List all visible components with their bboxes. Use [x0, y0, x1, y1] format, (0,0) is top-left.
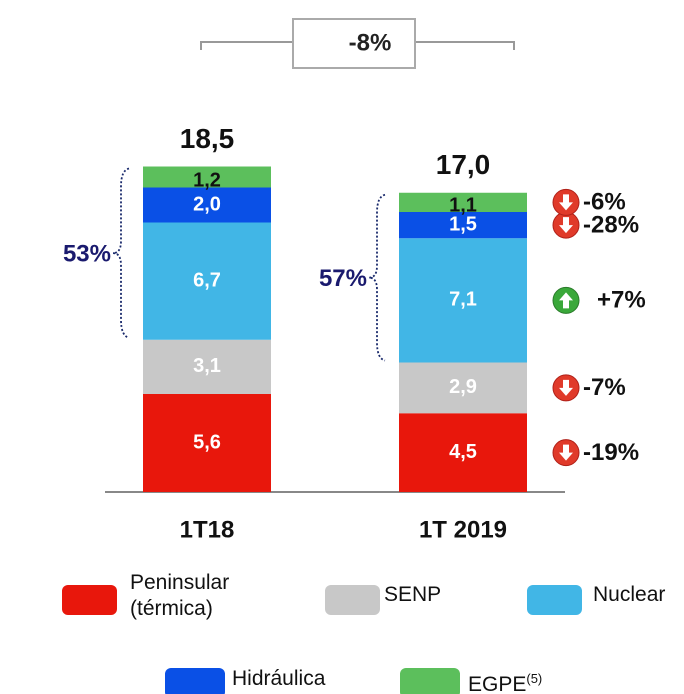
legend-entry: EGPE(5): [468, 666, 618, 694]
total-change-box: [292, 18, 416, 69]
bar-segment: [143, 166, 271, 188]
value-label: 5,6: [193, 431, 221, 453]
bar-segment: [143, 339, 271, 394]
change-label: -7%: [583, 374, 626, 401]
legend-swatch: [527, 585, 582, 615]
change-label: -19%: [583, 439, 639, 466]
total-label: 17,0: [436, 149, 491, 180]
legend-label: EGPE(5): [468, 666, 618, 694]
share-label: 53%: [63, 240, 111, 267]
change-label: -28%: [583, 211, 639, 238]
change-arrow: [559, 194, 573, 211]
value-label: 4,5: [449, 441, 477, 463]
value-label: 6,7: [193, 269, 221, 291]
value-label: 1,5: [449, 213, 477, 235]
value-label: 2,9: [449, 376, 477, 398]
legend-label: Nuclear: [593, 582, 684, 608]
legend-swatch: [165, 668, 225, 694]
value-label: 3,1: [193, 355, 221, 377]
change-arrow: [559, 217, 573, 234]
value-label: 7,1: [449, 289, 477, 311]
bar-segment: [399, 238, 527, 363]
change-arrow: [559, 292, 573, 309]
legend-entry: Nuclear: [593, 582, 684, 608]
legend-text: Nuclear: [593, 583, 666, 606]
legend-label: SENP: [384, 582, 534, 608]
category-label: 1T 2019: [419, 516, 507, 543]
value-label: 1,2: [193, 169, 221, 191]
legend-entry: Hidráulica: [232, 666, 382, 692]
legend-superscript: (5): [526, 671, 543, 686]
bar-segment: [143, 187, 271, 223]
legend-text: EGPE: [468, 673, 527, 694]
change-label: +7%: [597, 287, 646, 314]
legend-swatch: [325, 585, 380, 615]
value-label: 2,0: [193, 193, 221, 215]
change-arrow: [559, 379, 573, 396]
bar-segment: [143, 222, 271, 340]
legend-text: Hidráulica: [232, 667, 326, 690]
bar-segment: [399, 192, 527, 212]
change-label: -6%: [583, 189, 626, 216]
legend-swatch: [400, 668, 460, 694]
bar-segment: [143, 394, 271, 492]
legend-text: Peninsular (térmica): [130, 571, 230, 620]
share-brace: [112, 167, 130, 339]
change-arrow: [559, 444, 573, 461]
total-label: 18,5: [180, 123, 235, 154]
bar-segment: [399, 212, 527, 239]
value-label: 1,1: [449, 195, 477, 217]
legend-text: SENP: [384, 583, 442, 606]
bar-segment: [399, 362, 527, 414]
legend-swatch: [62, 585, 117, 615]
legend-entry: Peninsular (térmica): [130, 570, 255, 622]
share-label: 57%: [319, 265, 367, 292]
legend-label: Peninsular (térmica): [130, 570, 255, 622]
share-brace: [368, 193, 386, 362]
category-label: 1T18: [180, 516, 235, 543]
legend-entry: SENP: [384, 582, 534, 608]
legend-label: Hidráulica: [232, 666, 382, 692]
total-change: -8%: [349, 29, 392, 56]
bar-segment: [399, 413, 527, 492]
total-change-bracket: [200, 41, 515, 50]
